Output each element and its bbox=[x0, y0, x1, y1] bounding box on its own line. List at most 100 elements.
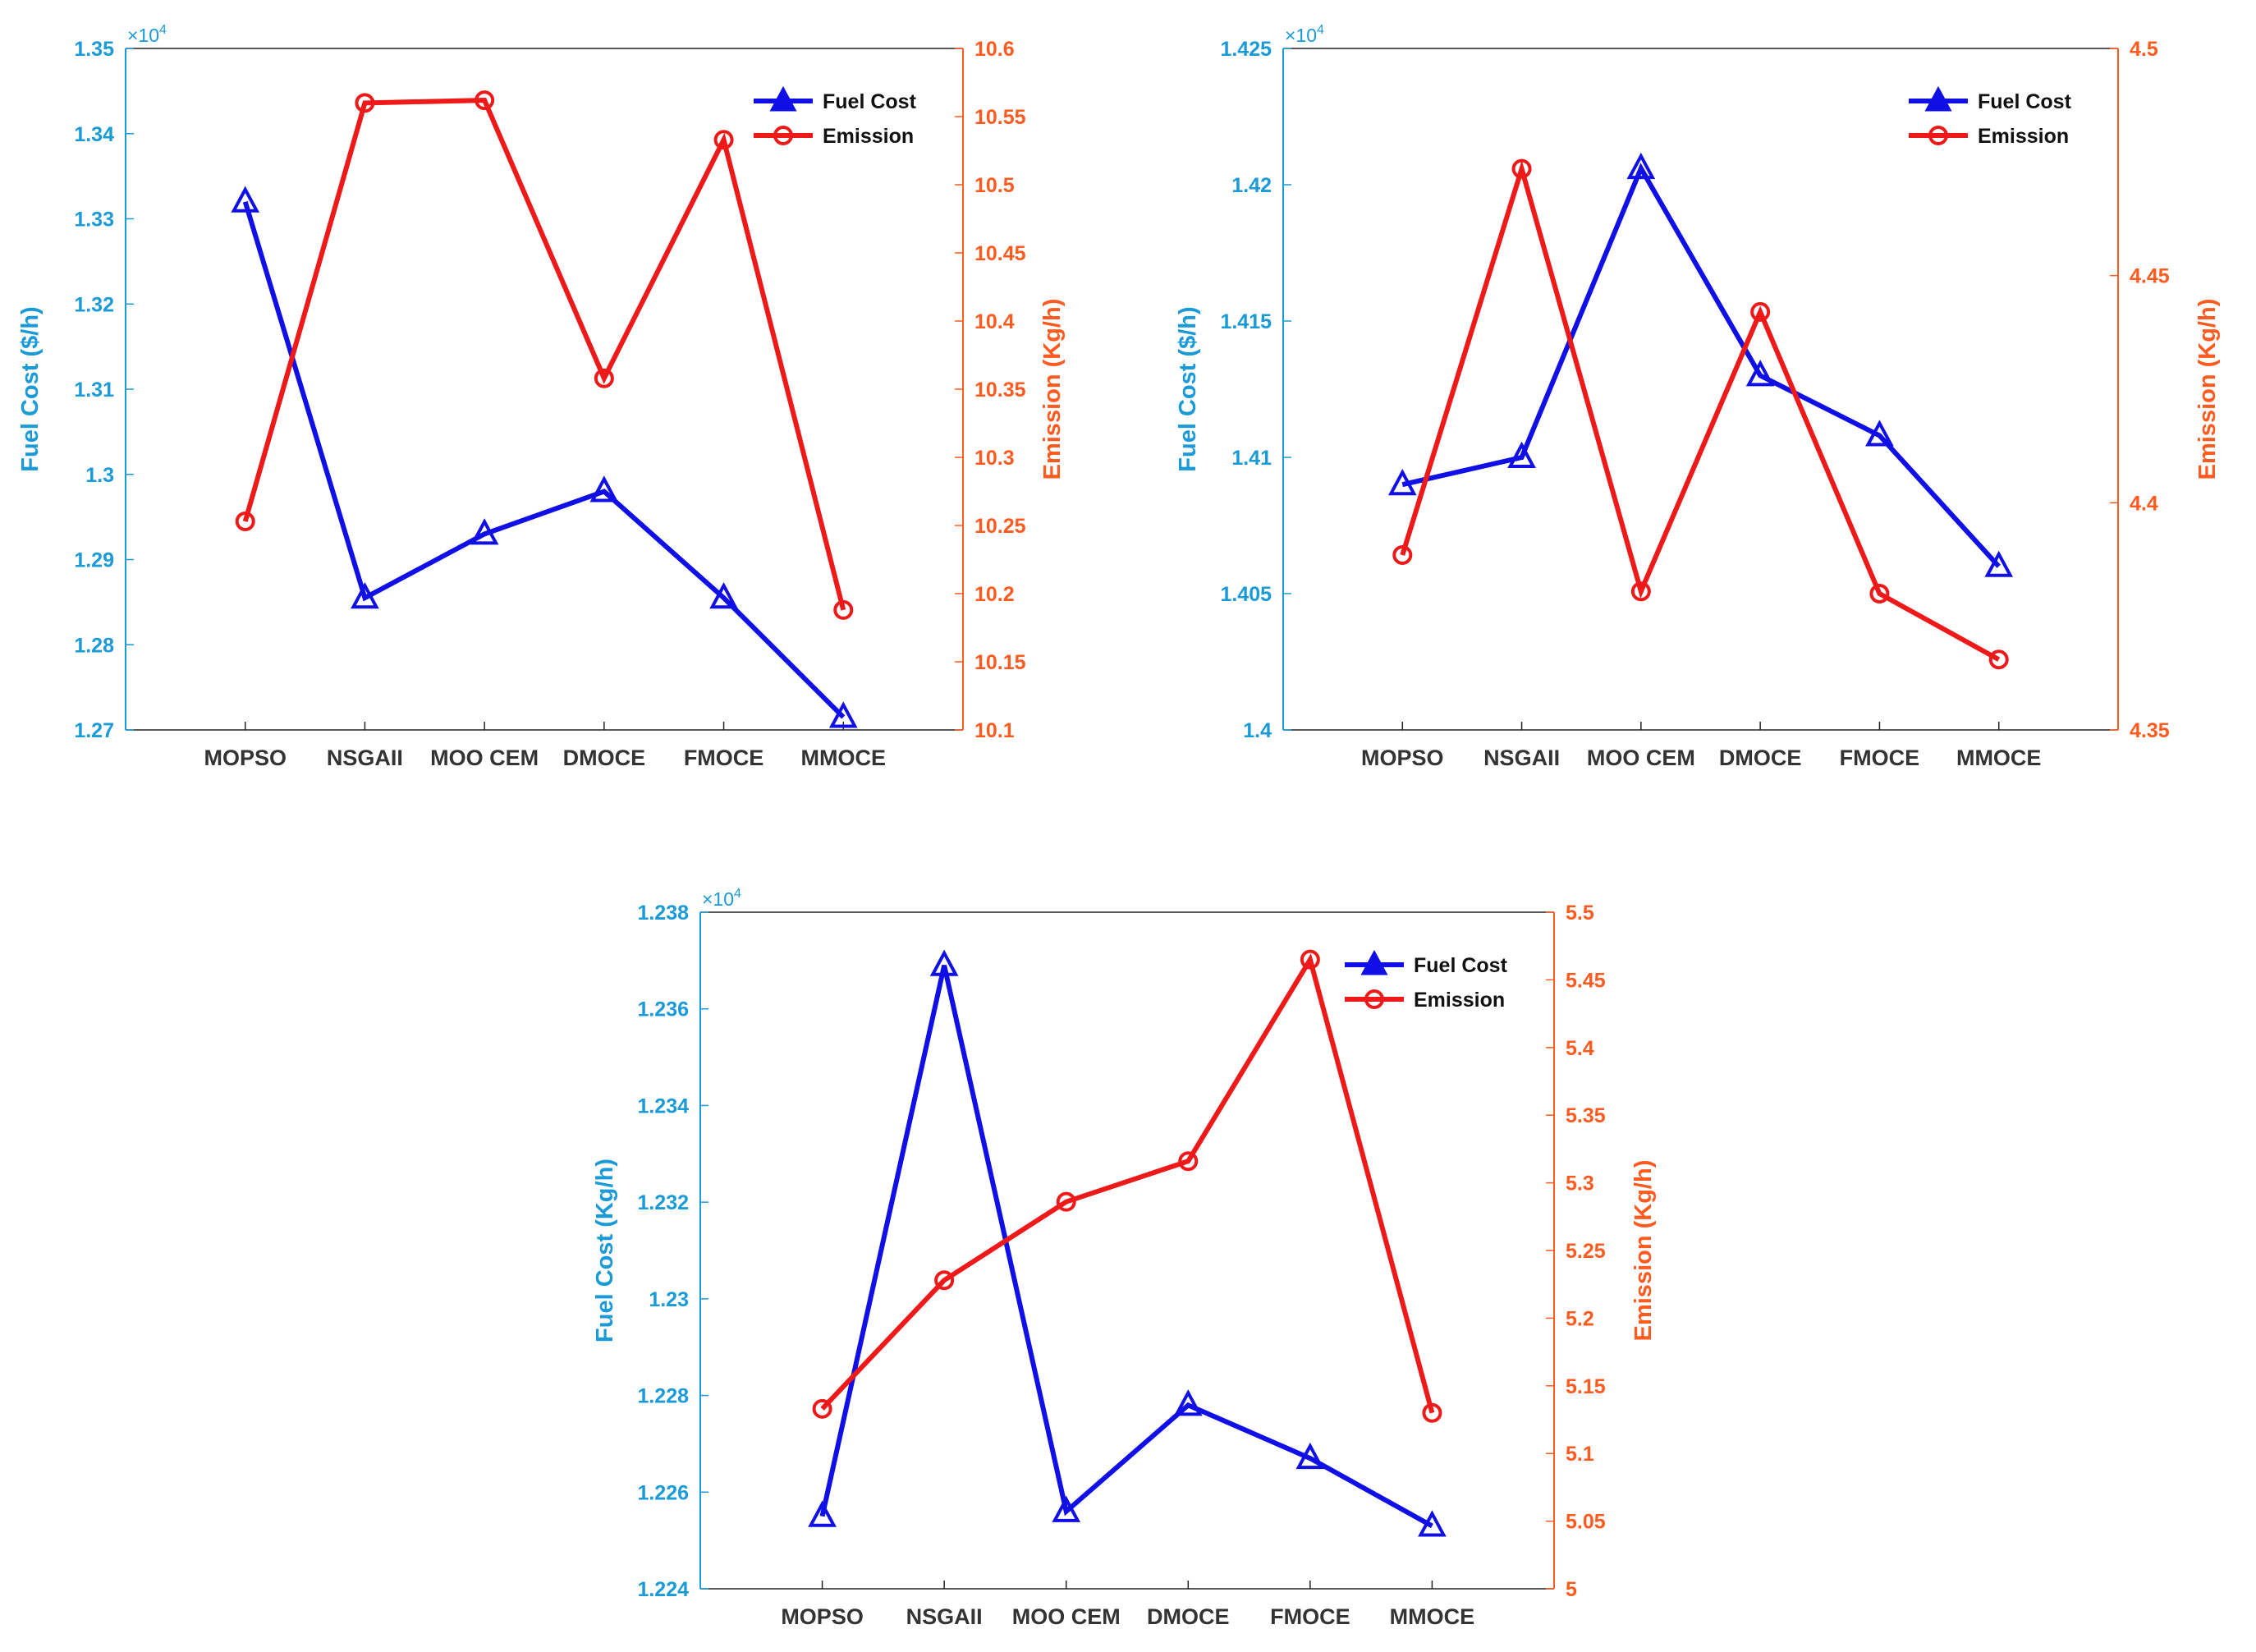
x-tick-label: MOO CEM bbox=[1587, 746, 1695, 770]
right-tick-label: 5.05 bbox=[1566, 1511, 1606, 1534]
left-tick-label: 1.31 bbox=[74, 379, 114, 402]
emission-point bbox=[1422, 1402, 1442, 1423]
emission-line bbox=[820, 953, 1435, 1414]
right-tick-label: 5.45 bbox=[1566, 969, 1606, 992]
right-tick-label: 10.55 bbox=[974, 106, 1026, 129]
fuel-cost-point bbox=[808, 1500, 837, 1527]
legend-circle-marker bbox=[773, 126, 793, 145]
right-tick-label: 5.3 bbox=[1566, 1172, 1594, 1195]
emission-point bbox=[1392, 544, 1413, 565]
legend-triangle-marker bbox=[1924, 85, 1952, 112]
fuel-cost-point bbox=[470, 518, 499, 545]
axis-multiplier: ×104 bbox=[127, 23, 167, 46]
emission-point bbox=[1630, 581, 1651, 602]
right-tick-label: 5.35 bbox=[1566, 1104, 1606, 1127]
right-tick-label: 10.5 bbox=[974, 174, 1015, 197]
chart-panel-1: 1.27 1.28 1.29 1.3 1.31 1.32 1.33 1.34 1.35 10.1 1… bbox=[17, 23, 1066, 770]
x-tick-label: DMOCE bbox=[1719, 746, 1802, 770]
emission-point bbox=[1750, 301, 1771, 322]
legend-circle-marker bbox=[1928, 126, 1948, 145]
legend: Fuel Cost Emission bbox=[1345, 949, 1508, 1012]
fuel-cost-point bbox=[709, 581, 738, 609]
emission-line bbox=[242, 98, 846, 611]
fuel-cost-line bbox=[819, 965, 1433, 1529]
legend-triangle-marker bbox=[769, 85, 797, 112]
fuel-cost-point bbox=[929, 949, 959, 976]
emission-point bbox=[1300, 949, 1320, 970]
emission-point bbox=[934, 1270, 955, 1291]
emission-point bbox=[1056, 1191, 1076, 1212]
x-tick-label: MOO CEM bbox=[1012, 1604, 1121, 1629]
left-tick-label: 1.32 bbox=[74, 293, 114, 316]
right-tick-label: 10.4 bbox=[974, 310, 1015, 333]
left-tick-label: 1.41 bbox=[1231, 447, 1272, 470]
right-tick-label: 4.35 bbox=[2130, 719, 2170, 742]
x-tick-label: FMOCE bbox=[684, 746, 764, 770]
right-tick-label: 5.4 bbox=[1566, 1037, 1594, 1060]
emission-point bbox=[355, 93, 375, 113]
left-tick-label: 1.27 bbox=[74, 719, 114, 742]
right-tick-label: 5.25 bbox=[1566, 1240, 1606, 1263]
left-tick-label: 1.415 bbox=[1220, 310, 1272, 333]
right-tick-label: 10.3 bbox=[974, 447, 1015, 470]
fuel-cost-point bbox=[589, 475, 619, 502]
right-tick-label: 5 bbox=[1566, 1578, 1577, 1601]
legend-label: Emission bbox=[1414, 989, 1505, 1012]
left-tick-label: 1.226 bbox=[637, 1481, 689, 1504]
fuel-cost-point bbox=[1173, 1389, 1203, 1416]
left-tick-label: 1.42 bbox=[1231, 174, 1272, 197]
left-tick-label: 1.35 bbox=[74, 38, 114, 61]
fuel-cost-point bbox=[1507, 441, 1536, 468]
x-tick-label: NSGAII bbox=[906, 1604, 983, 1629]
chart-panel-2: 1.4 1.405 1.41 1.415 1.42 1.425 4.35 4.4 4.45 4.5… bbox=[1175, 23, 2221, 770]
fuel-cost-point bbox=[1387, 468, 1417, 496]
legend-label: Emission bbox=[1978, 125, 2069, 148]
x-tick-label: NSGAII bbox=[1483, 746, 1560, 770]
x-tick-label: MMOCE bbox=[1390, 1604, 1475, 1629]
fuel-cost-point bbox=[1984, 550, 2014, 577]
fuel-cost-point bbox=[1865, 420, 1894, 447]
right-axis-label: Emission (Kg/h) bbox=[2194, 299, 2221, 480]
emission-point bbox=[812, 1398, 832, 1419]
fuel-cost-point bbox=[351, 581, 379, 609]
left-axis-label: Fuel Cost ($/h) bbox=[17, 306, 44, 471]
fuel-cost-point bbox=[1418, 1510, 1447, 1537]
right-tick-label: 10.6 bbox=[974, 38, 1015, 61]
right-tick-label: 10.15 bbox=[974, 651, 1026, 674]
legend-label: Fuel Cost bbox=[823, 90, 917, 113]
left-tick-label: 1.405 bbox=[1220, 583, 1272, 606]
legend-label: Fuel Cost bbox=[1414, 954, 1508, 977]
emission-point bbox=[1869, 584, 1890, 603]
left-tick-label: 1.234 bbox=[637, 1094, 689, 1117]
legend-triangle-marker bbox=[1360, 949, 1388, 975]
emission-point bbox=[594, 368, 614, 388]
fuel-cost-point bbox=[1295, 1442, 1325, 1470]
legend: Fuel Cost Emission bbox=[754, 85, 917, 148]
fuel-cost-point bbox=[231, 186, 260, 213]
left-tick-label: 1.28 bbox=[74, 634, 114, 657]
x-tick-label: MOPSO bbox=[781, 1604, 864, 1629]
right-tick-label: 5.1 bbox=[1566, 1443, 1594, 1466]
right-tick-label: 5.2 bbox=[1566, 1307, 1594, 1330]
right-tick-label: 5.15 bbox=[1566, 1375, 1606, 1398]
emission-point bbox=[1511, 158, 1532, 179]
left-axis-label: Fuel Cost (Kg/h) bbox=[592, 1159, 618, 1342]
fuel-cost-point bbox=[1626, 152, 1656, 180]
right-tick-label: 10.45 bbox=[974, 242, 1026, 265]
left-tick-label: 1.29 bbox=[74, 549, 114, 572]
emission-line bbox=[1400, 160, 2001, 662]
right-tick-label: 10.35 bbox=[974, 379, 1026, 402]
legend: Fuel Cost Emission bbox=[1909, 85, 2072, 148]
right-axis-label: Emission (Kg/h) bbox=[1039, 299, 1066, 480]
right-tick-label: 10.1 bbox=[974, 719, 1015, 742]
x-tick-label: FMOCE bbox=[1840, 746, 1920, 770]
right-tick-label: 4.4 bbox=[2130, 492, 2158, 515]
right-tick-label: 4.5 bbox=[2130, 38, 2158, 61]
fuel-cost-line bbox=[1401, 163, 2001, 568]
left-axis-label: Fuel Cost ($/h) bbox=[1175, 306, 1201, 471]
right-axis-label: Emission (Kg/h) bbox=[1630, 1160, 1657, 1342]
x-tick-label: NSGAII bbox=[327, 746, 403, 770]
left-tick-label: 1.425 bbox=[1220, 38, 1272, 61]
emission-point bbox=[475, 90, 495, 111]
right-tick-label: 10.25 bbox=[974, 515, 1026, 538]
